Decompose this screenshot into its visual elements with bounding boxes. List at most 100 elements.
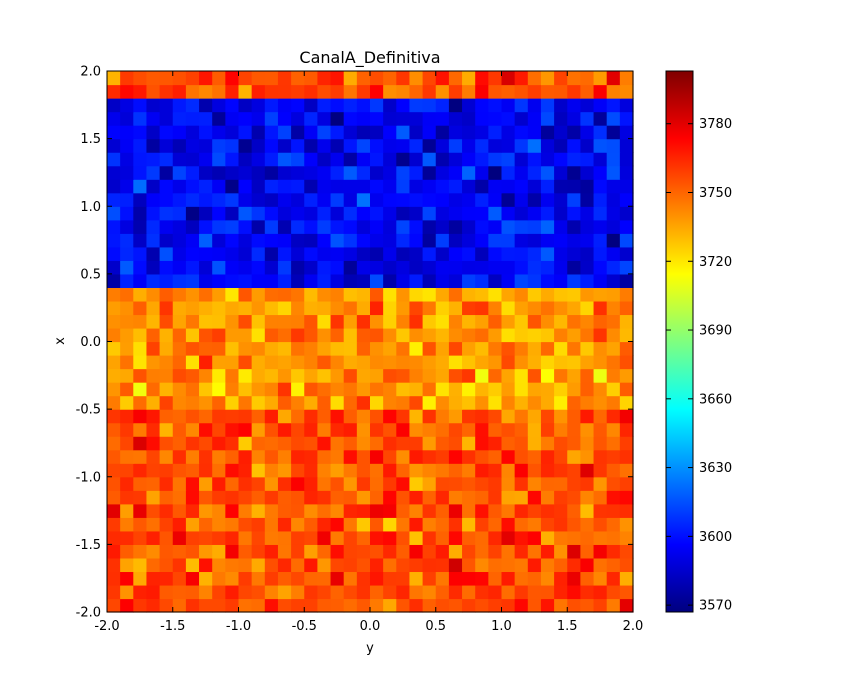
- heatmap-cell: [225, 260, 240, 275]
- heatmap-cell: [488, 192, 503, 207]
- heatmap-cell: [159, 463, 174, 478]
- heatmap-cell: [251, 327, 266, 343]
- heatmap-cell: [540, 84, 555, 99]
- heatmap-cell: [133, 449, 148, 464]
- heatmap-cell: [264, 436, 279, 451]
- heatmap-cell: [356, 125, 371, 140]
- heatmap-cell: [238, 138, 253, 153]
- heatmap-cell: [133, 395, 148, 410]
- heatmap-cell: [159, 409, 174, 424]
- heatmap-cell: [619, 111, 634, 126]
- heatmap-cell: [356, 476, 371, 491]
- heatmap-cell: [343, 463, 358, 478]
- heatmap-cell: [619, 273, 634, 288]
- heatmap-cell: [172, 395, 187, 410]
- heatmap-cell: [343, 138, 358, 153]
- heatmap-cell: [580, 125, 595, 140]
- heatmap-cell: [409, 314, 424, 329]
- heatmap-cell: [199, 327, 213, 343]
- heatmap-cell: [277, 557, 292, 573]
- heatmap-cell: [409, 503, 424, 518]
- heatmap-cell: [225, 273, 240, 288]
- heatmap-cell: [159, 557, 174, 573]
- heatmap-cell: [159, 138, 174, 153]
- heatmap-cell: [514, 165, 529, 180]
- heatmap-cell: [475, 300, 489, 316]
- heatmap-cell: [343, 125, 358, 140]
- heatmap-cell: [409, 395, 424, 410]
- heatmap-cell: [422, 260, 437, 275]
- heatmap-cell: [146, 530, 161, 545]
- heatmap-cell: [185, 544, 200, 559]
- heatmap-cell: [356, 544, 371, 559]
- heatmap-cell: [462, 327, 476, 343]
- heatmap-cell: [238, 246, 253, 261]
- heatmap-cell: [251, 206, 266, 221]
- colorbar-tick-label: 3720: [699, 255, 732, 270]
- heatmap-cell: [554, 125, 568, 140]
- heatmap-cell: [501, 395, 516, 410]
- heatmap-cell: [488, 449, 503, 464]
- heatmap-cell: [580, 165, 595, 180]
- heatmap-cell: [251, 98, 266, 113]
- y-axis-label: x: [53, 337, 68, 345]
- heatmap-cell: [527, 138, 542, 153]
- heatmap-cell: [304, 233, 318, 248]
- heatmap-cell: [540, 395, 555, 410]
- heatmap-cell: [422, 341, 437, 356]
- heatmap-cell: [343, 246, 358, 261]
- heatmap-cell: [462, 125, 476, 140]
- heatmap-cell: [212, 287, 226, 302]
- heatmap-cell: [225, 449, 240, 464]
- heatmap-cell: [501, 463, 516, 478]
- heatmap-cell: [133, 138, 148, 153]
- heatmap-cell: [540, 206, 555, 221]
- heatmap-cell: [396, 84, 411, 99]
- heatmap-cell: [409, 571, 424, 586]
- heatmap-cell: [277, 98, 292, 113]
- heatmap-cell: [462, 571, 476, 586]
- heatmap-cell: [251, 300, 266, 316]
- heatmap-cell: [370, 503, 384, 518]
- heatmap-cell: [567, 355, 581, 370]
- heatmap-cell: [264, 382, 279, 397]
- heatmap-cell: [409, 449, 424, 464]
- heatmap-cell: [580, 463, 595, 478]
- heatmap-cell: [264, 409, 279, 424]
- heatmap-cell: [396, 71, 411, 86]
- heatmap-cell: [501, 557, 516, 573]
- heatmap-cell: [356, 368, 371, 383]
- heatmap-cell: [409, 490, 424, 505]
- heatmap-cell: [199, 179, 213, 194]
- heatmap-cell: [501, 165, 516, 180]
- heatmap-cell: [514, 125, 529, 140]
- heatmap-cell: [370, 382, 384, 397]
- heatmap-cell: [264, 125, 279, 140]
- heatmap-cell: [317, 517, 332, 532]
- heatmap-cell: [488, 300, 503, 316]
- heatmap-cell: [356, 111, 371, 126]
- heatmap-cell: [199, 355, 213, 370]
- heatmap-cell: [619, 314, 634, 329]
- heatmap-cell: [291, 463, 305, 478]
- heatmap-cell: [606, 152, 621, 167]
- heatmap-cell: [277, 544, 292, 559]
- heatmap-cell: [317, 273, 332, 288]
- heatmap-cell: [462, 584, 476, 600]
- heatmap-cell: [146, 300, 161, 316]
- heatmap-cell: [251, 571, 266, 586]
- heatmap-cell: [356, 409, 371, 424]
- heatmap-cell: [514, 517, 529, 532]
- heatmap-cell: [199, 436, 213, 451]
- heatmap-cell: [554, 476, 568, 491]
- heatmap-cell: [448, 152, 463, 167]
- heatmap-cell: [277, 436, 292, 451]
- heatmap-cell: [396, 544, 411, 559]
- heatmap-cell: [448, 246, 463, 261]
- heatmap-cell: [107, 503, 121, 518]
- heatmap-cell: [383, 476, 397, 491]
- heatmap-cell: [133, 111, 148, 126]
- heatmap-cell: [212, 260, 226, 275]
- heatmap-cell: [107, 111, 121, 126]
- heatmap-cell: [448, 544, 463, 559]
